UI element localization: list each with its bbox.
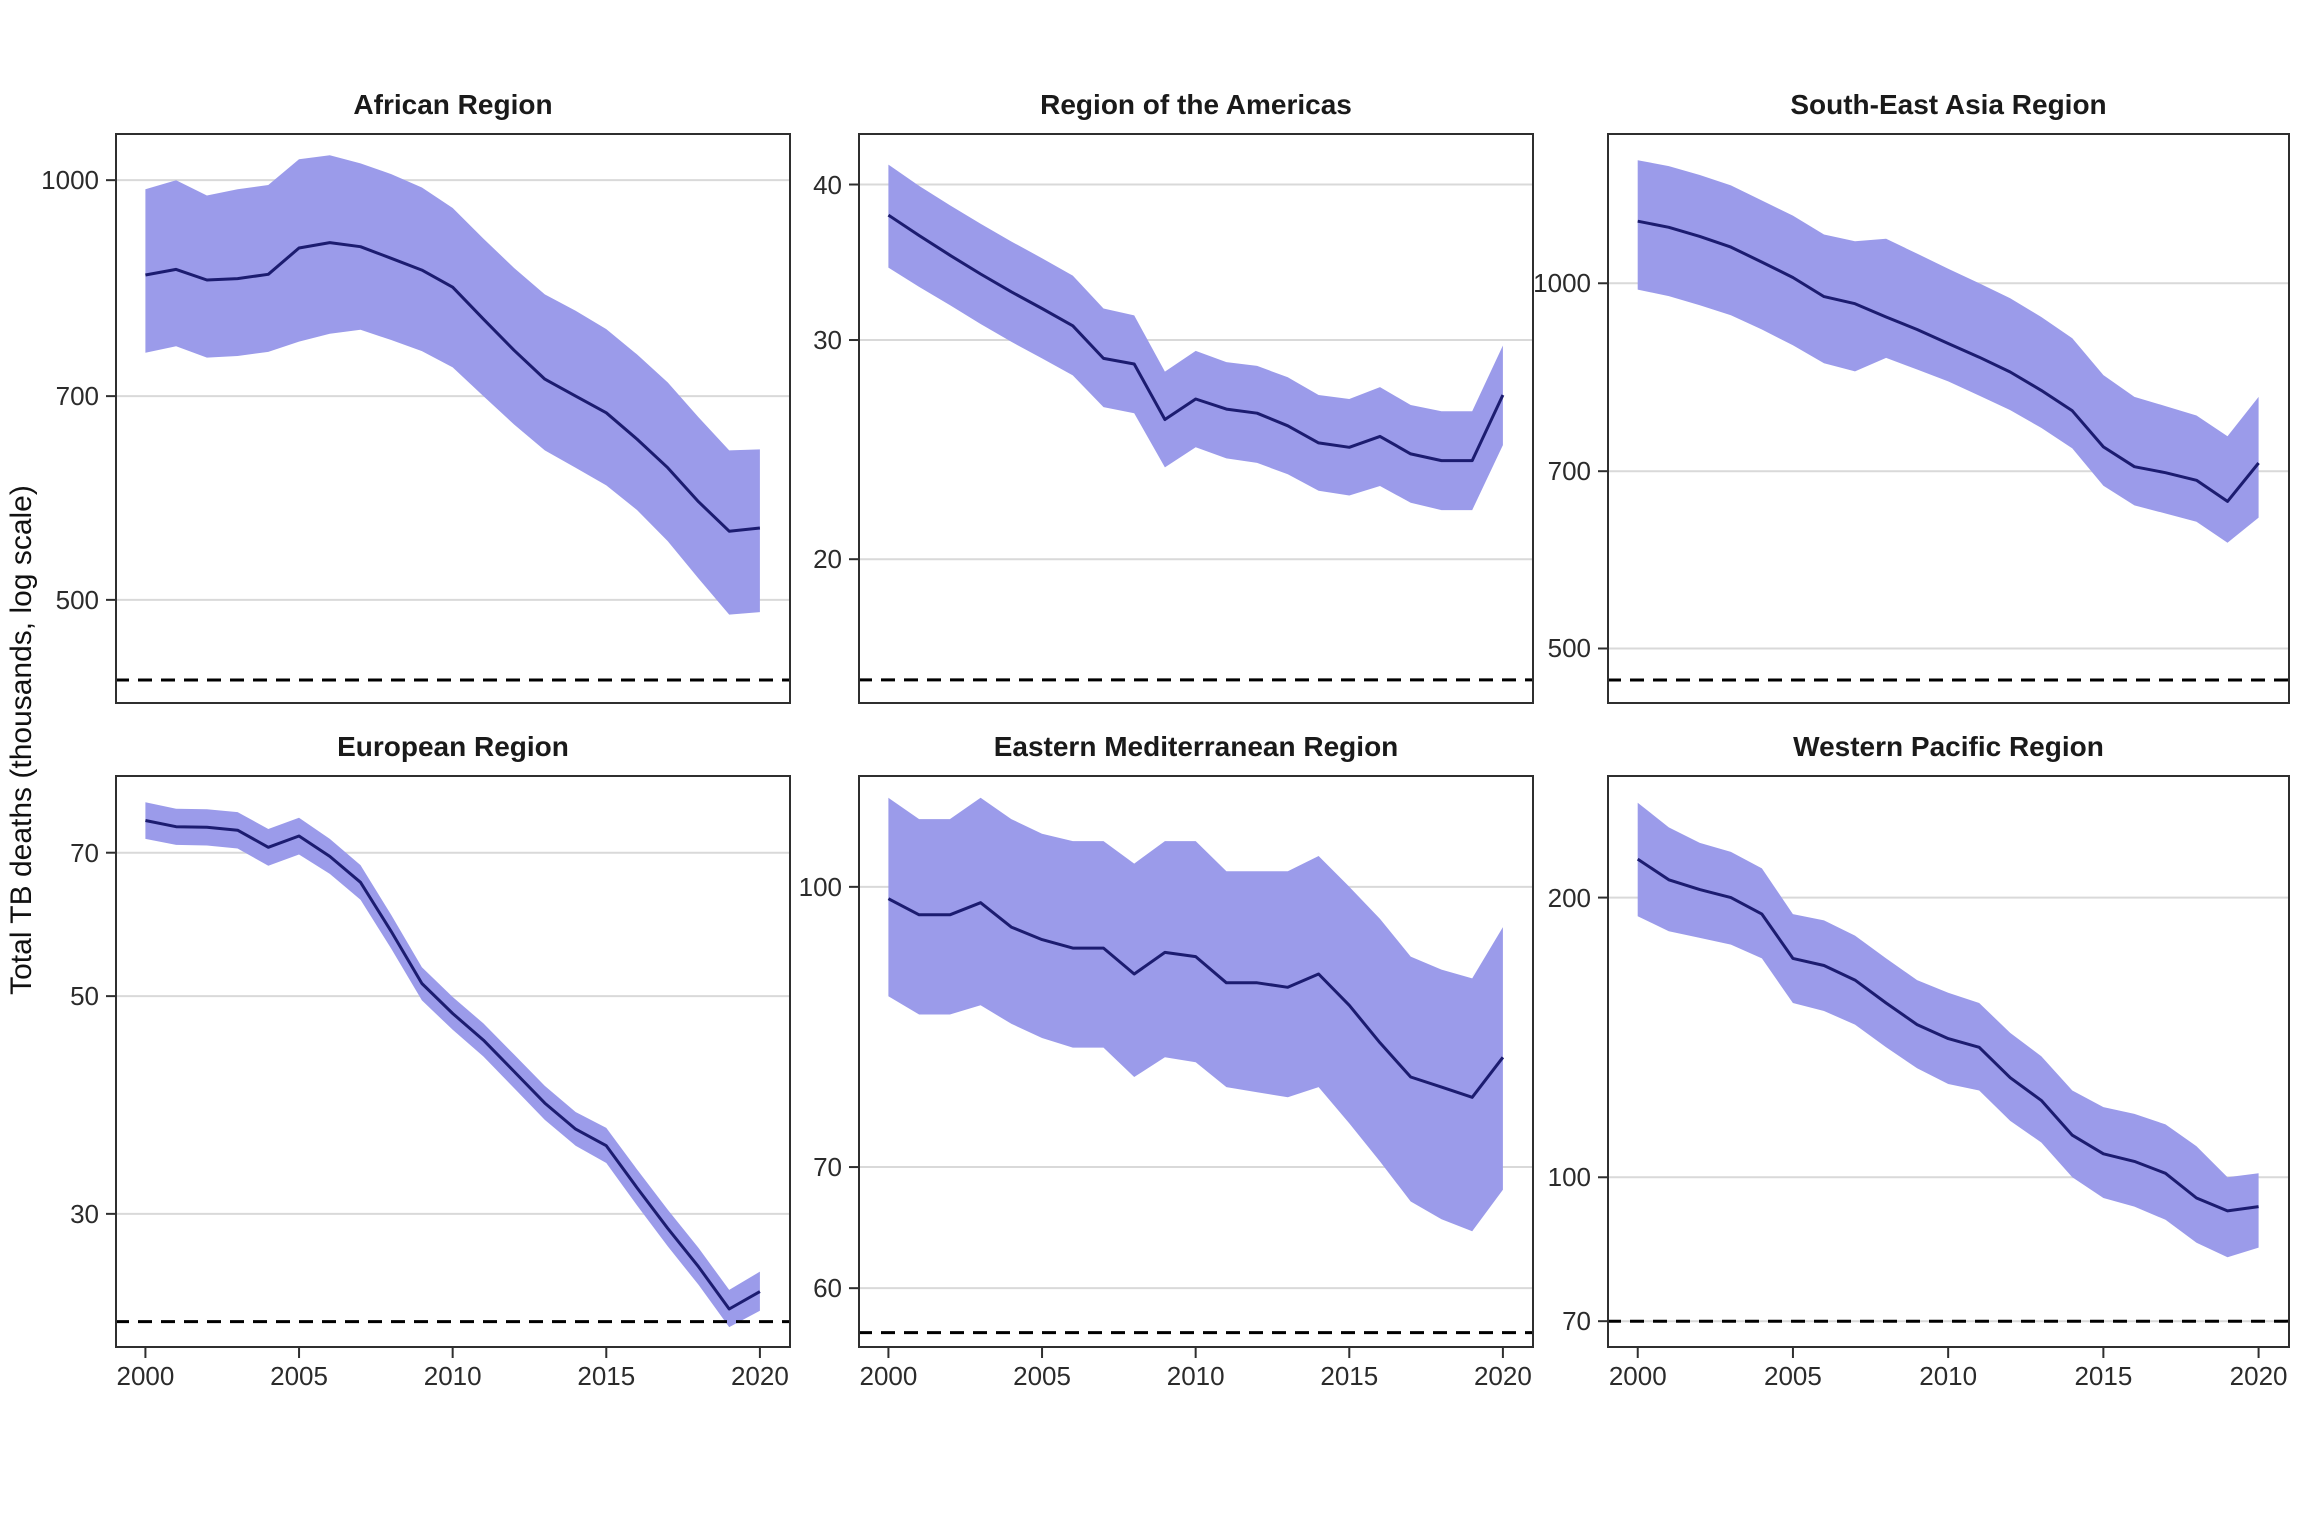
- x-tick-label: 2005: [270, 1361, 328, 1391]
- y-tick-label: 70: [1562, 1306, 1591, 1337]
- trend-line: [1637, 219, 2260, 503]
- panel-canvas: [106, 775, 791, 1358]
- panel-title-african-region: African Region: [353, 89, 553, 120]
- uncertainty-ribbon: [1637, 160, 2259, 543]
- trend-line: [1636, 857, 2259, 1213]
- plot-western-pacific: [1598, 775, 2290, 1358]
- x-tick-label: 2010: [1919, 1361, 1978, 1391]
- panel-title-americas: Region of the Americas: [1040, 89, 1352, 120]
- y-tick-label: 70: [70, 837, 99, 868]
- panel-canvas: [849, 133, 1534, 704]
- plot-european-region: [106, 775, 791, 1358]
- y-tick-label: 70: [813, 1152, 842, 1183]
- trend-line: [145, 241, 761, 533]
- x-tick-label: 2020: [730, 1361, 789, 1391]
- y-tick-label: 500: [1547, 633, 1591, 664]
- panel-border: [858, 133, 1534, 704]
- y-tick-label: 100: [798, 871, 842, 902]
- x-tick-label: 2000: [1608, 1361, 1667, 1391]
- plot-african-region: [106, 133, 791, 704]
- x-tick-label: 2010: [1166, 1361, 1225, 1391]
- uncertainty-ribbon: [888, 164, 1503, 511]
- x-tick-label: 2005: [1013, 1361, 1071, 1391]
- uncertainty-ribbon: [888, 797, 1503, 1232]
- y-tick-label: 500: [55, 584, 99, 615]
- x-tick-label: 2020: [1473, 1361, 1532, 1391]
- x-tick-label: 2000: [859, 1361, 918, 1391]
- uncertainty-ribbon: [145, 155, 760, 615]
- x-tick-label: 2015: [577, 1361, 636, 1391]
- x-tick-label: 2000: [116, 1361, 175, 1391]
- y-tick-label: 50: [70, 981, 99, 1012]
- plot-americas: [849, 133, 1534, 704]
- panel-border: [115, 133, 791, 704]
- trend-line: [145, 819, 761, 1311]
- trend-line: [887, 213, 1505, 463]
- y-tick-label: 40: [813, 169, 842, 200]
- x-tick-label: 2015: [1320, 1361, 1379, 1391]
- panel-border: [115, 775, 791, 1348]
- panel-title-eastern-mediterranean: Eastern Mediterranean Region: [993, 731, 1399, 762]
- y-tick-label: 30: [813, 325, 842, 356]
- plot-south-east-asia: [1598, 133, 2290, 704]
- panel-border: [858, 775, 1534, 1348]
- x-tick-label: 2015: [2074, 1361, 2133, 1391]
- y-tick-label: 30: [70, 1198, 99, 1229]
- panel-canvas: [1598, 133, 2290, 704]
- x-tick-label: 2010: [423, 1361, 482, 1391]
- y-tick-label: 20: [813, 544, 842, 575]
- y-tick-label: 100: [1547, 1162, 1591, 1193]
- uncertainty-ribbon: [1637, 802, 2259, 1258]
- panel-canvas: [849, 775, 1534, 1358]
- plot-eastern-mediterranean: [849, 775, 1534, 1358]
- y-tick-label: 200: [1547, 882, 1591, 913]
- trend-line: [887, 897, 1505, 1099]
- y-tick-label: 700: [1547, 456, 1591, 487]
- panel-canvas: [106, 133, 791, 704]
- panel-border: [1607, 133, 2290, 704]
- panel-title-european-region: European Region: [337, 731, 569, 762]
- panel-border: [1607, 775, 2290, 1348]
- uncertainty-ribbon: [145, 802, 760, 1328]
- panel-title-western-pacific: Western Pacific Region: [1793, 731, 2104, 762]
- y-tick-label: 1000: [1533, 268, 1591, 299]
- y-tick-label: 1000: [41, 165, 99, 196]
- y-tick-label: 700: [55, 381, 99, 412]
- y-tick-label: 60: [813, 1273, 842, 1304]
- x-tick-label: 2005: [1764, 1361, 1822, 1391]
- panel-title-south-east-asia: South-East Asia Region: [1790, 89, 2107, 120]
- x-tick-label: 2020: [2229, 1361, 2288, 1391]
- panel-canvas: [1598, 775, 2290, 1358]
